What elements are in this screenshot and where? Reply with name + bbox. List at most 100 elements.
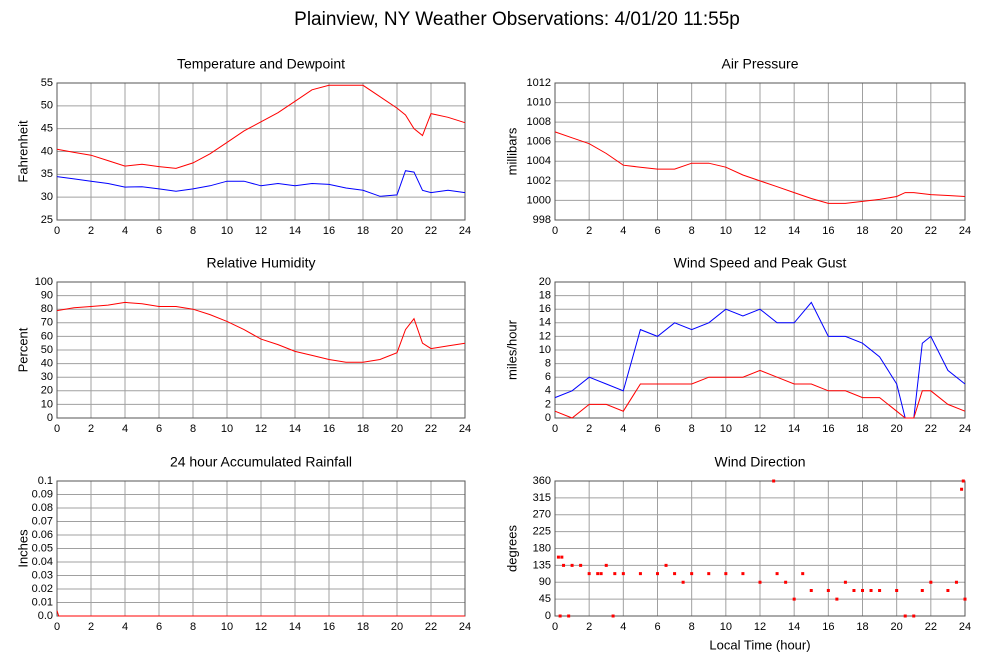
- data-point: [869, 589, 873, 592]
- x-tick-label: 16: [323, 423, 335, 435]
- data-line: [56, 170, 466, 197]
- x-tick-label: 10: [221, 423, 233, 435]
- y-tick-label: 2: [545, 398, 551, 410]
- data-point: [772, 479, 776, 483]
- data-point: [912, 614, 916, 618]
- x-tick-label: 12: [754, 621, 766, 633]
- x-tick-label: 14: [788, 621, 800, 633]
- x-tick-label: 16: [822, 423, 834, 435]
- data-line: [56, 84, 466, 169]
- x-tick-label: 12: [754, 423, 766, 435]
- y-tick-label: 70: [41, 317, 53, 329]
- data-point: [673, 572, 677, 576]
- x-tick-label: 6: [654, 423, 660, 435]
- data-point: [961, 479, 965, 483]
- x-tick-label: 14: [788, 225, 800, 237]
- y-tick-label: 60: [41, 330, 53, 342]
- data-point: [895, 589, 899, 592]
- plot-frame: [554, 281, 966, 419]
- y-tick-label: 1000: [527, 194, 551, 206]
- x-tick-label: 8: [190, 621, 196, 633]
- y-axis-label: millibars: [504, 127, 519, 175]
- y-tick-label: 1010: [527, 96, 551, 108]
- x-tick-label: 0: [54, 225, 60, 237]
- x-tick-label: 18: [856, 621, 868, 633]
- x-tick-label: 14: [289, 225, 301, 237]
- plot-frame: [554, 82, 966, 221]
- data-point: [558, 614, 562, 618]
- y-tick-label: 8: [545, 358, 551, 370]
- x-tick-label: 2: [586, 225, 592, 237]
- plot-frame: [56, 281, 466, 419]
- y-tick-label: 14: [539, 317, 551, 329]
- y-tick-label: 1002: [527, 175, 551, 187]
- x-tick-label: 8: [689, 225, 695, 237]
- x-axis-label: Local Time (hour): [709, 637, 810, 652]
- data-point: [741, 572, 745, 576]
- x-tick-label: 2: [88, 225, 94, 237]
- x-tick-label: 18: [357, 225, 369, 237]
- x-tick-label: 22: [925, 621, 937, 633]
- y-axis-label: Percent: [15, 327, 30, 372]
- y-tick-label: 1004: [527, 155, 551, 167]
- data-point: [878, 589, 882, 592]
- page-title: Plainview, NY Weather Observations: 4/01…: [294, 9, 740, 30]
- x-tick-label: 12: [754, 225, 766, 237]
- x-tick-label: 16: [323, 225, 335, 237]
- y-tick-label: 50: [41, 344, 53, 356]
- data-point: [963, 597, 967, 601]
- data-point: [664, 563, 668, 567]
- x-tick-label: 16: [323, 621, 335, 633]
- y-tick-label: 100: [35, 276, 53, 288]
- y-tick-label: 135: [533, 559, 551, 571]
- x-tick-label: 6: [156, 423, 162, 435]
- data-point: [801, 572, 805, 576]
- data-point: [792, 597, 796, 601]
- x-tick-label: 12: [255, 423, 267, 435]
- data-point: [724, 572, 728, 576]
- y-tick-label: 10: [41, 398, 53, 410]
- data-point: [587, 572, 591, 576]
- y-tick-label: 18: [539, 290, 551, 302]
- x-tick-label: 22: [425, 423, 437, 435]
- x-tick-label: 10: [221, 621, 233, 633]
- data-point: [621, 572, 625, 576]
- x-tick-label: 8: [689, 423, 695, 435]
- x-tick-label: 16: [822, 225, 834, 237]
- x-tick-label: 6: [654, 225, 660, 237]
- x-tick-label: 2: [586, 423, 592, 435]
- x-tick-label: 2: [88, 423, 94, 435]
- y-tick-label: 270: [533, 509, 551, 521]
- y-tick-label: 0.04: [32, 556, 53, 568]
- y-tick-label: 0.07: [32, 515, 53, 527]
- data-point: [960, 487, 964, 491]
- data-point: [920, 589, 924, 592]
- x-tick-label: 10: [720, 225, 732, 237]
- y-tick-label: 0: [545, 412, 551, 424]
- x-tick-label: 18: [856, 423, 868, 435]
- x-tick-label: 24: [459, 423, 471, 435]
- x-tick-label: 0: [552, 225, 558, 237]
- y-tick-label: 315: [533, 492, 551, 504]
- x-tick-label: 12: [255, 225, 267, 237]
- y-tick-label: 55: [41, 77, 53, 89]
- data-point: [638, 572, 642, 576]
- data-point: [611, 614, 615, 618]
- y-tick-label: 50: [41, 100, 53, 112]
- data-point: [784, 580, 788, 584]
- data-point: [903, 614, 907, 618]
- y-tick-label: 1006: [527, 136, 551, 148]
- y-tick-label: 0.06: [32, 529, 53, 541]
- x-tick-label: 24: [959, 423, 971, 435]
- data-point: [604, 563, 608, 567]
- y-tick-label: 30: [41, 371, 53, 383]
- x-tick-label: 20: [391, 621, 403, 633]
- y-tick-label: 30: [41, 191, 53, 203]
- y-tick-label: 0.01: [32, 596, 53, 608]
- y-tick-label: 20: [41, 385, 53, 397]
- y-tick-label: 0.0: [38, 610, 53, 622]
- x-tick-label: 14: [289, 621, 301, 633]
- x-tick-label: 18: [357, 621, 369, 633]
- panel-title: Air Pressure: [721, 56, 798, 72]
- x-tick-label: 16: [822, 621, 834, 633]
